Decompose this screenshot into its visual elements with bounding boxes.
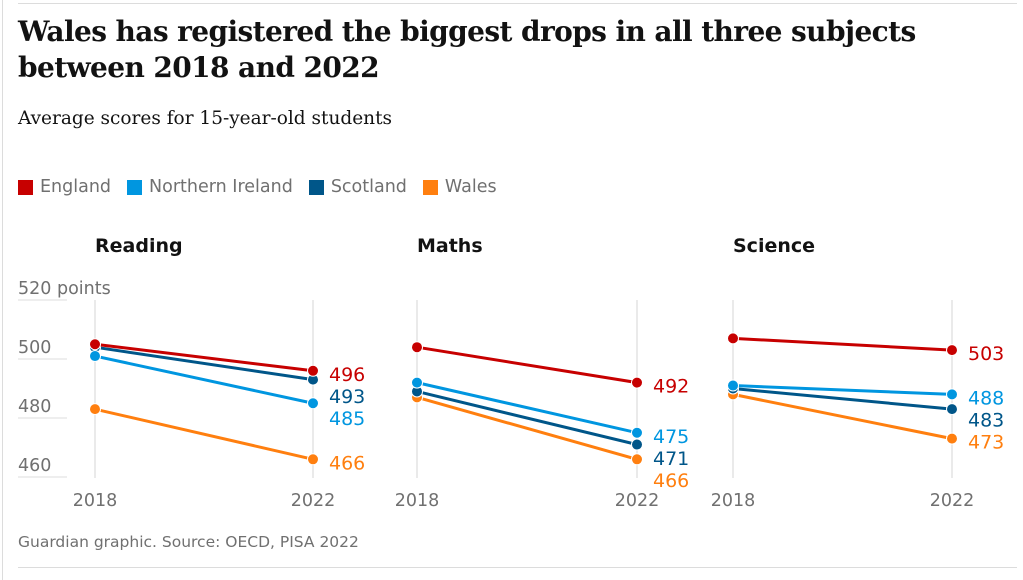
- maths-point-england-2018: [411, 341, 423, 354]
- maths-x-tick-2022: 2022: [615, 491, 660, 511]
- reading-end-label-scotland: 493: [329, 386, 365, 408]
- science-x-tick-2022: 2022: [930, 491, 975, 511]
- legend-swatch-wales: [422, 179, 438, 195]
- reading-line-wales: [93, 407, 315, 461]
- panel-title-science: Science: [733, 235, 815, 257]
- science-point-northern-ireland-2018: [727, 379, 739, 392]
- legend-swatch-northern-ireland: [127, 179, 143, 195]
- reading-point-northern-ireland-2018: [89, 350, 101, 363]
- reading-point-wales-2018: [89, 403, 101, 416]
- maths-point-wales-2022: [631, 453, 643, 466]
- y-tick-label-460: 460: [18, 456, 51, 476]
- y-tick-label-500: 500: [18, 338, 51, 358]
- reading-end-label-northern-ireland: 485: [329, 408, 365, 430]
- legend-label-wales: Wales: [444, 177, 497, 197]
- maths-line-england: [415, 345, 639, 385]
- legend-label-scotland: Scotland: [330, 177, 407, 197]
- legend-swatch-england: [18, 179, 33, 195]
- legend-item-scotland: Scotland: [308, 177, 407, 197]
- chart-title: Wales has registered the biggest drops i…: [18, 15, 916, 84]
- science-line-northern-ireland: [731, 384, 954, 396]
- reading-point-northern-ireland-2022: [307, 397, 319, 410]
- maths-end-label-england: 492: [653, 376, 689, 398]
- frame-bottom-rule: [18, 567, 1017, 568]
- y-tick-label-480: 480: [18, 397, 51, 417]
- panel-title-reading: Reading: [95, 235, 183, 257]
- legend: England Northern Ireland Scotland Wales: [18, 177, 513, 197]
- science-point-england-2022: [946, 344, 958, 357]
- legend-item-wales: Wales: [422, 177, 497, 197]
- maths-end-label-scotland: 471: [653, 448, 689, 470]
- reading-point-england-2022: [307, 364, 319, 377]
- maths-line-wales: [415, 395, 639, 461]
- chart-subtitle: Average scores for 15-year-old students: [18, 108, 392, 129]
- y-tick-label-520: 520 points: [18, 279, 111, 299]
- reading-line-scotland: [93, 345, 315, 382]
- reading-line-northern-ireland: [93, 354, 315, 405]
- science-point-northern-ireland-2022: [946, 388, 958, 401]
- maths-point-northern-ireland-2018: [411, 376, 423, 389]
- frame-left-border: [2, 0, 3, 580]
- maths-end-label-wales: 466: [653, 470, 689, 492]
- science-line-wales: [731, 392, 954, 441]
- maths-end-label-northern-ireland: 475: [653, 426, 689, 448]
- reading-end-label-wales: 466: [329, 452, 365, 474]
- panel-title-maths: Maths: [417, 235, 483, 257]
- science-line-scotland: [731, 387, 954, 411]
- science-x-tick-2018: 2018: [711, 491, 756, 511]
- maths-point-scotland-2022: [631, 438, 643, 451]
- legend-label-england: England: [40, 177, 112, 197]
- science-end-label-northern-ireland: 488: [968, 387, 1004, 409]
- science-end-label-wales: 473: [968, 432, 1004, 454]
- reading-line-england: [93, 342, 315, 373]
- legend-label-northern-ireland: Northern Ireland: [149, 177, 293, 197]
- science-point-wales-2022: [946, 432, 958, 445]
- maths-x-tick-2018: 2018: [395, 491, 440, 511]
- science-end-label-scotland: 483: [968, 409, 1004, 431]
- science-point-england-2018: [727, 332, 739, 345]
- science-end-label-england: 503: [968, 343, 1004, 365]
- reading-x-tick-2022: 2022: [291, 491, 336, 511]
- reading-x-tick-2018: 2018: [73, 491, 118, 511]
- science-point-scotland-2022: [946, 403, 958, 416]
- reading-end-label-england: 496: [329, 364, 365, 386]
- source-note: Guardian graphic. Source: OECD, PISA 202…: [18, 533, 359, 551]
- reading-point-england-2018: [89, 338, 101, 351]
- science-line-england: [731, 336, 954, 352]
- legend-item-england: England: [18, 177, 111, 197]
- maths-line-northern-ireland: [415, 381, 639, 435]
- legend-swatch-scotland: [308, 179, 324, 195]
- maths-point-england-2022: [631, 376, 643, 389]
- legend-item-northern-ireland: Northern Ireland: [127, 177, 293, 197]
- frame-top-rule: [18, 3, 1017, 4]
- maths-point-northern-ireland-2022: [631, 426, 643, 439]
- maths-line-scotland: [415, 389, 639, 447]
- reading-point-wales-2022: [307, 453, 319, 466]
